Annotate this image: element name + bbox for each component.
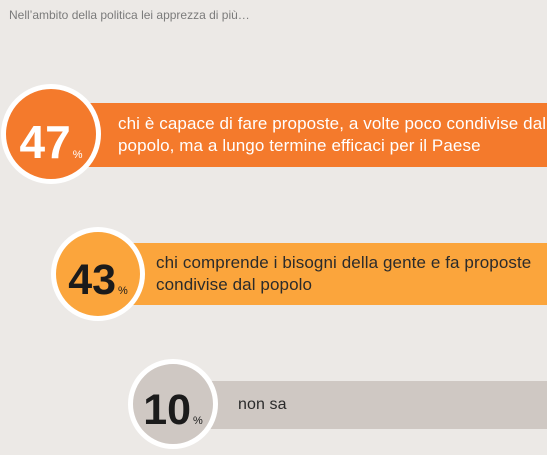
answer-bar-3: non sa [180, 381, 547, 429]
percentage-circle-3: 10 % [128, 359, 218, 449]
answer-label-2: chi comprende i bisogni della gente e fa… [156, 253, 532, 294]
answer-label-1: chi è capace di fare proposte, a volte p… [118, 114, 547, 155]
percent-sign-3: % [193, 415, 203, 427]
answer-bar-1: chi è capace di fare proposte, a volte p… [80, 103, 547, 167]
survey-question: Nell’ambito della politica lei apprezza … [9, 8, 250, 22]
percentage-value-3: 10 [143, 386, 192, 434]
percentage-circle-1: 47 % [1, 84, 101, 184]
percentage-value-1: 47 [19, 116, 71, 168]
percentage-value-2: 43 [68, 256, 117, 304]
answer-label-3: non sa [238, 396, 287, 413]
percentage-circle-2: 43 % [51, 227, 145, 321]
answer-bar-2: chi comprende i bisogni della gente e fa… [110, 243, 547, 305]
percent-sign-2: % [118, 285, 128, 297]
percent-sign-1: % [72, 149, 83, 161]
